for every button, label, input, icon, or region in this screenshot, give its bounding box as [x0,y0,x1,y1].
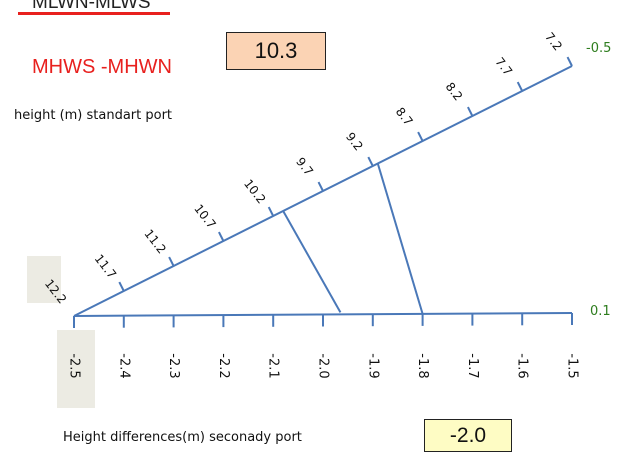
construction-line-right [376,163,424,315]
red-label: MHWS -MHWN [32,56,172,78]
diagonal-tick-label: 9.2 [343,130,366,154]
diagonal-tick-mark [218,231,225,242]
diagonal-tick-mark [367,156,374,167]
diagonal-tick-mark [118,281,125,292]
top-value-box: 10.3 [226,32,326,70]
horizontal-ticks: -2.5 -2.4 -2.3 -2.2 -2.1 -2.0 -1.9 -1.8 -1.7 -1.6… [67,313,580,379]
diagonal-ticks: 12.2 11.7 11.2 10.7 10.2 9.7 9.2 8.7 8.2 7.7 7.2 [42,30,573,307]
upper-end-label: -0.5 [586,41,611,56]
horizontal-tick-label: -1.6 [515,353,530,378]
secondary-port-axis-title: Height differences(m) seconady port [63,430,302,445]
diagonal-tick-label: 9.7 [293,155,316,179]
diagonal-tick-label: 12.2 [42,277,69,307]
construction-line-left [282,210,342,313]
horizontal-tick-label: -1.7 [465,353,480,378]
diagonal-tick-label: 11.7 [92,252,119,282]
diagonal-tick-label: 7.2 [542,30,565,54]
diagonal-tick-label: 10.2 [241,177,268,207]
horizontal-tick-label: -2.2 [216,353,231,378]
horizontal-tick-label: -1.5 [565,353,580,378]
horizontal-tick-label: -2.0 [316,353,331,378]
horizontal-tick-label: -2.5 [67,353,82,378]
struck-label: MLWN-MLWS [32,0,151,13]
horizontal-tick-label: -1.9 [365,353,380,378]
diagonal-tick-mark [566,56,573,67]
diagonal-tick-mark [168,256,175,267]
lower-end-label: 0.1 [590,304,611,319]
bottom-value-box: -2.0 [424,419,512,452]
diagonal-tick-mark [267,206,275,217]
diagonal-tick-label: 10.7 [191,202,218,232]
diagonal-tick-label: 11.2 [141,227,168,257]
diagonal-tick-label: 8.7 [393,105,416,129]
diagonal-tick-label: 7.7 [492,55,515,79]
highlight-origin-upper [27,256,61,303]
diagonal-tick-mark [467,106,474,117]
highlight-origin-lower [57,330,95,408]
standard-port-axis-title: height (m) standart port [14,108,173,123]
horizontal-tick-label: -2.3 [166,353,181,378]
diagonal-tick-mark [417,131,424,142]
strikethrough-line [18,12,170,15]
diagonal-tick-label: 8.2 [443,80,466,104]
horizontal-tick-label: -2.4 [116,353,131,378]
diagonal-tick-mark [317,181,324,192]
horizontal-tick-label: -2.1 [266,353,281,378]
diagonal-tick-mark [516,81,524,92]
horizontal-tick-label: -1.8 [415,353,430,378]
